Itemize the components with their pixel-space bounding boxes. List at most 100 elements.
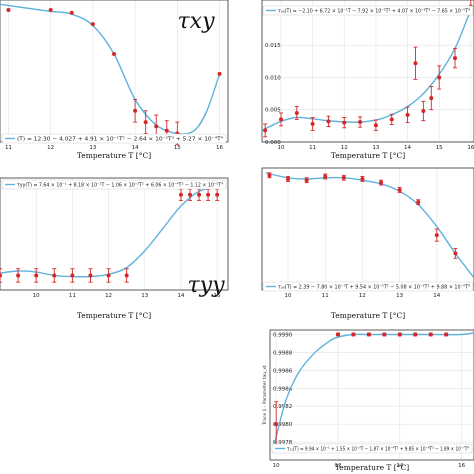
data-point <box>6 7 11 12</box>
x-axis-label: Temperature T [°C] <box>77 311 151 320</box>
x-tick-label: 16 <box>467 145 474 151</box>
x-axis-label: Temperature T [°C] <box>331 151 405 160</box>
data-point <box>16 273 21 278</box>
x-axis-label: Temperature T [°C] <box>77 151 151 160</box>
y-axis-label: Trace 1 - Parameter tau_xt <box>262 365 268 426</box>
data-point <box>294 110 299 115</box>
data-point <box>274 422 279 427</box>
legend-box <box>262 5 474 16</box>
data-point <box>178 192 183 197</box>
legend-box <box>271 443 473 454</box>
data-point <box>428 332 433 337</box>
data-point <box>336 332 340 337</box>
data-point <box>206 192 211 197</box>
data-point <box>304 178 309 183</box>
data-point <box>143 120 148 125</box>
data-point <box>379 180 384 185</box>
data-point <box>413 61 418 66</box>
data-point <box>217 71 222 76</box>
data-point <box>278 117 283 122</box>
data-point <box>124 273 129 278</box>
data-point <box>0 273 2 278</box>
x-tick-label: 14 <box>404 145 411 151</box>
legend-formula: τ₀₀(T) = 2.39 − 7.80 × 10⁻¹T + 9.54 × 10… <box>278 285 470 291</box>
y-tick-label: 0.9988 <box>273 350 293 356</box>
x-tick-label: 12 <box>341 145 348 151</box>
x-tick-label: 11 <box>69 293 76 299</box>
y-tick-label: 0.010 <box>265 75 281 81</box>
data-point <box>351 332 356 337</box>
x-tick-label: 12 <box>47 145 54 151</box>
y-tick-label: 0.9980 <box>273 422 293 428</box>
fit-curve <box>272 332 474 450</box>
x-tick-label: 14 <box>396 463 403 469</box>
x-tick-label: 13 <box>141 293 148 299</box>
x-tick-label: 11 <box>5 145 12 151</box>
x-tick-label: 11 <box>322 293 329 299</box>
data-point <box>106 273 111 278</box>
data-point <box>429 96 434 101</box>
data-point <box>34 273 39 278</box>
x-tick-label: 16 <box>458 463 465 469</box>
data-point <box>310 121 315 126</box>
data-point <box>341 175 346 180</box>
x-tick-label: 10 <box>273 463 280 469</box>
x-tick-label: 12 <box>105 293 112 299</box>
parameter-label: τxy <box>177 9 215 34</box>
data-point <box>154 124 159 129</box>
chart-mr: 10 11 12 13 14 τ₀₀(T) = 2.39 − 7.80 × 10⁻¹T +… <box>261 167 474 320</box>
data-point <box>453 56 458 61</box>
x-tick-label: 11 <box>309 145 316 151</box>
x-tick-label: 10 <box>285 293 292 299</box>
data-point <box>416 200 421 205</box>
x-tick-label: 14 <box>132 145 139 151</box>
fit-curve <box>265 172 474 279</box>
data-point <box>444 332 449 337</box>
y-tick-label: 0.9978 <box>273 440 293 446</box>
y-tick-label: 0.9986 <box>273 368 293 374</box>
data-point <box>358 119 363 124</box>
data-point <box>326 119 331 124</box>
data-point <box>267 173 272 178</box>
data-point <box>215 192 220 197</box>
data-point <box>286 176 291 181</box>
legend-formula: (T) = 12.30 − 4.027 + 4.91 × 10⁻¹T² − 2.… <box>17 137 223 143</box>
data-point <box>382 332 387 337</box>
chart-br: 10 12 14 16 0.9978 0.9980 0.9982 0.9984 0.9986 0.… <box>262 329 474 472</box>
data-point <box>434 233 439 238</box>
data-point <box>366 332 371 337</box>
data-point <box>437 75 442 80</box>
data-point <box>397 187 402 192</box>
chart-tr: 101112131415160.0000.0050.0100.0150.020τ… <box>261 0 474 160</box>
data-point <box>413 332 418 337</box>
legend-box <box>262 281 474 292</box>
fit-curve <box>0 3 221 135</box>
x-tick-label: 13 <box>372 145 379 151</box>
data-point <box>389 117 394 122</box>
data-point <box>397 332 402 337</box>
data-point <box>360 176 365 181</box>
data-point <box>88 273 93 278</box>
x-tick-label: 12 <box>335 463 342 469</box>
legend-box <box>1 179 227 190</box>
data-point <box>164 128 169 133</box>
plot-frame <box>269 329 474 461</box>
x-tick-label: 12 <box>359 293 366 299</box>
data-point <box>112 51 116 56</box>
x-tick-label: 15 <box>174 145 181 151</box>
plot-frame <box>0 177 229 291</box>
data-point <box>90 22 95 27</box>
parameter-label: τyy <box>187 273 225 298</box>
data-point <box>133 108 138 113</box>
data-point <box>373 123 378 128</box>
plot-frame <box>261 167 474 291</box>
y-tick-label: 0.000 <box>265 140 281 146</box>
x-tick-label: 16 <box>216 145 223 151</box>
legend-formula: τ₁₁(T) = 9.94 × 10⁻¹ + 1.55 × 10⁻³T − 1.… <box>287 447 469 453</box>
data-point <box>421 109 426 114</box>
y-tick-label: 0.9982 <box>273 404 292 410</box>
legend-box <box>1 133 227 144</box>
x-tick-label: 14 <box>433 293 440 299</box>
x-axis-label: Temperature T [°C] <box>335 463 409 472</box>
